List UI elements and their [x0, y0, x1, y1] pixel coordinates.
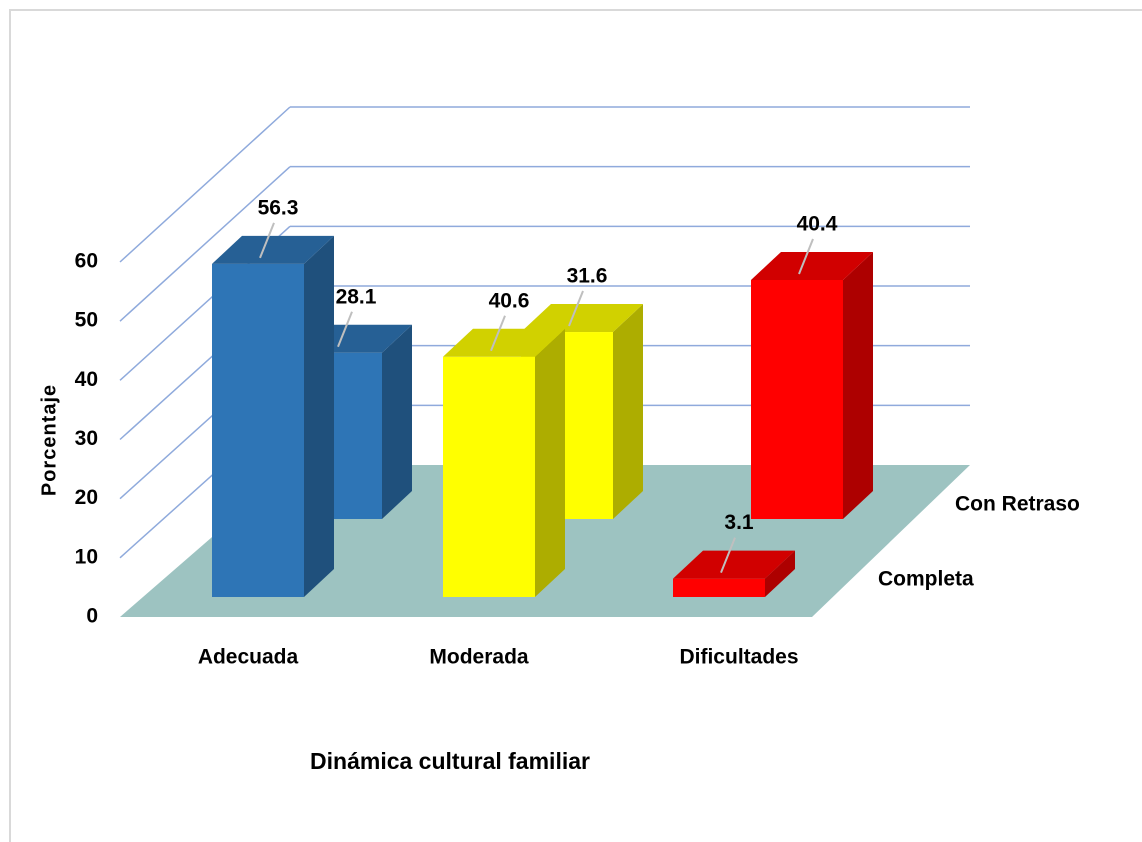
value-label: 3.1	[724, 511, 754, 534]
grid-line	[119, 106, 291, 263]
y-tick-label: 10	[75, 545, 98, 568]
leader-line	[720, 537, 736, 574]
leader-line	[337, 311, 353, 348]
bar-front	[212, 263, 304, 597]
leader-line	[798, 238, 814, 275]
y-tick-label: 40	[75, 368, 98, 391]
x-tick-label: Moderada	[429, 646, 529, 669]
bar-side	[382, 324, 412, 519]
value-label: 56.3	[258, 196, 299, 219]
bar-top	[212, 235, 334, 264]
value-label: 31.6	[567, 265, 608, 288]
value-label: 28.1	[336, 285, 377, 308]
bar-side	[843, 251, 873, 519]
bar-front	[443, 356, 535, 597]
x-tick-label: Adecuada	[198, 646, 299, 669]
y-tick-label: 50	[75, 309, 98, 332]
y-axis-title: Porcentaje	[38, 384, 60, 496]
leader-line	[490, 315, 506, 352]
depth-label: Completa	[878, 568, 974, 591]
bar-top	[673, 550, 795, 579]
y-tick-label: 20	[75, 486, 98, 509]
bar-front	[673, 578, 765, 597]
bar-top	[443, 328, 565, 357]
bar-side	[535, 328, 565, 597]
depth-label: Con Retraso	[955, 493, 1080, 516]
x-axis-title: Dinámica cultural familiar	[310, 748, 590, 774]
bar-top	[751, 251, 873, 280]
y-tick-label: 60	[75, 250, 98, 273]
y-tick-label: 30	[75, 427, 98, 450]
grid-line	[119, 166, 291, 322]
bar-side	[613, 304, 643, 519]
bar-side	[304, 235, 334, 597]
frame	[9, 9, 1142, 842]
y-tick-label: 0	[86, 605, 98, 628]
x-tick-label: Dificultades	[679, 646, 798, 669]
leader-line	[259, 222, 275, 259]
value-label: 40.6	[489, 289, 530, 312]
bar-top	[521, 304, 643, 333]
leader-line	[568, 290, 584, 327]
bar-front	[751, 279, 843, 519]
value-label: 40.4	[797, 213, 838, 236]
bar-side	[765, 550, 795, 597]
